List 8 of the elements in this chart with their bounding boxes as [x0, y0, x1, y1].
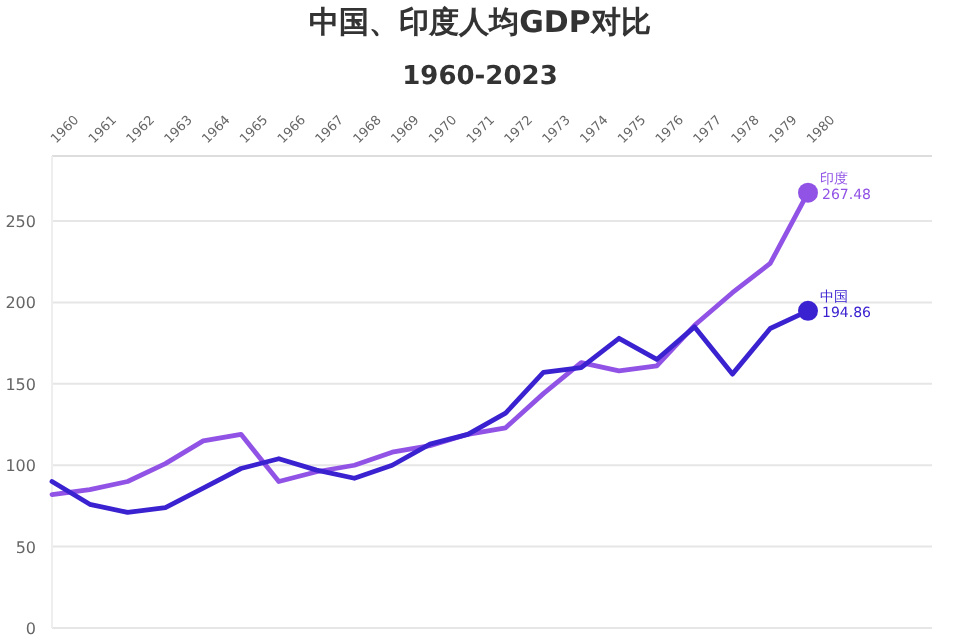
y-tick-label: 150 [5, 375, 36, 394]
y-tick-label: 250 [5, 213, 36, 232]
y-tick-label: 50 [15, 538, 36, 557]
y-tick-label: 200 [5, 294, 36, 313]
y-tick-label: 0 [25, 620, 36, 638]
y-tick-label: 100 [5, 457, 36, 476]
chart-subtitle: 1960-2023 [402, 62, 558, 92]
chart-title: 中国、印度人均GDP对比 [309, 4, 651, 40]
